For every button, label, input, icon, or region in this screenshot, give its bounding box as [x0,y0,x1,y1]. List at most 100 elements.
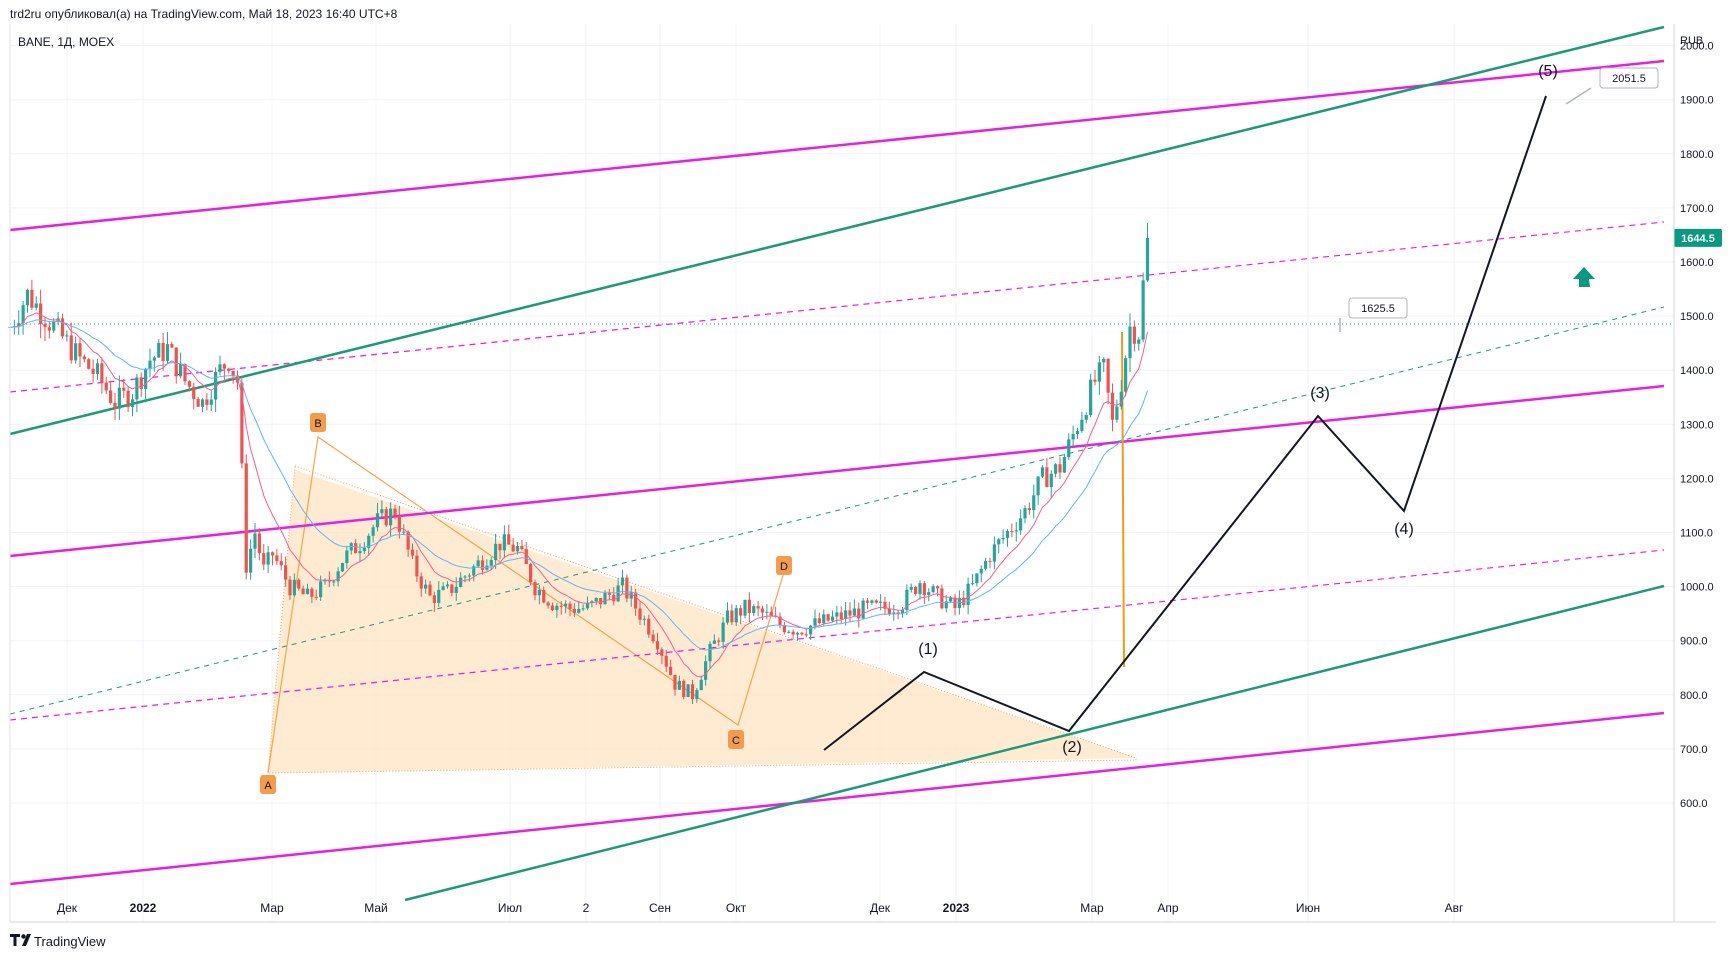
y-tick-label: 700.0 [1680,744,1708,756]
triangle-pattern [267,435,1137,774]
candle-body [1128,326,1132,359]
candle-body [760,608,765,613]
candle-body [494,543,498,560]
candle-body [21,305,25,324]
candle-body [533,582,537,596]
candle-body [892,612,896,615]
candle-body [1019,518,1023,531]
y-tick-label: 800.0 [1680,690,1708,702]
candle-body [17,323,21,327]
candle-body [826,614,830,621]
candle-body [940,588,944,609]
candle-body [424,584,428,589]
candle-body [384,509,388,526]
candle-body [415,555,419,577]
candle-body [266,552,270,565]
candle-body [1067,439,1071,458]
pattern-point-label: B [314,418,321,430]
candle-body [1040,467,1045,477]
candle-body [270,552,275,556]
candle-body [340,563,345,572]
elliott-wave: (1) (2) (3) (4) (5) [823,63,1558,756]
candle-body [739,608,743,616]
candle-body [997,539,1001,545]
ema-slow-line [9,319,1148,651]
candle-body [345,550,349,564]
candle-body [389,508,393,526]
candle-body [1010,531,1014,533]
candle-body [734,608,738,623]
candle-body [332,581,336,583]
y-tick-label: 1300.0 [1680,419,1714,431]
currency-label: RUB [1680,35,1703,47]
candle-body [769,611,773,616]
candle-body [305,588,310,595]
symbol-info: BANE, 1Д, MOEX [18,35,114,49]
candle-body [419,576,423,589]
candle-body [1089,379,1093,416]
candle-body [428,584,432,596]
candle-body [43,323,47,328]
candle-body [117,387,121,409]
orange-vertical-line [1121,331,1125,668]
candle-body [1027,508,1031,511]
candle-body [135,377,139,400]
candle-body [813,618,817,626]
candle-body [279,561,283,566]
candle-body [992,544,996,562]
pattern-point-label: D [780,561,788,573]
callout-text: 2051.5 [1612,73,1646,85]
candle-body [445,584,450,587]
candle-body [1141,280,1145,340]
candle-body [179,363,183,377]
candle-body [682,680,686,697]
annotation-labels: A B C D 1625.5 2051.5 [260,67,1659,794]
candle-body [577,608,581,613]
candle-body [655,641,660,650]
candle-body [809,625,813,635]
candle-body [323,580,327,582]
candle-body [1054,464,1058,474]
candle-body [249,548,253,573]
candle-body [257,533,261,554]
candle-body [327,580,331,582]
pattern-point-badge [728,730,744,749]
y-tick-label: 2000.0 [1680,41,1714,53]
candle-body [74,343,78,361]
candle-body [1115,406,1119,420]
x-tick-label: Июн [1296,901,1320,915]
candle-body [314,596,318,598]
candle-body [883,601,887,609]
x-tick-label: Мар [260,901,284,915]
candle-body [874,600,878,603]
candle-body [450,584,454,593]
candle-body [275,555,279,562]
candle-body [205,399,209,405]
candle-body [174,347,178,377]
y-tick-label: 1600.0 [1680,257,1714,269]
candle-body [459,577,463,587]
candle-body [511,544,515,552]
candle-body [410,549,415,556]
candle-body [30,289,34,308]
candle-body [82,356,86,360]
y-tick-label: 1100.0 [1680,528,1713,540]
candle-body [367,535,371,548]
pattern-point-label: A [264,780,272,792]
candle-body [170,344,174,348]
green-channel-top [9,25,1665,436]
callout-text: 1625.5 [1361,303,1395,315]
candle-body [629,592,633,599]
candle-body [559,605,563,607]
x-tick-label: Июл [498,901,522,915]
pattern-point-badge [260,775,276,794]
candle-body [507,534,511,545]
candle-body [406,531,410,550]
candle-body [301,588,305,595]
pink-channel-bottom [9,711,1665,886]
candle-body [209,399,213,405]
wave-path [823,95,1547,751]
candle-body [1036,476,1040,496]
